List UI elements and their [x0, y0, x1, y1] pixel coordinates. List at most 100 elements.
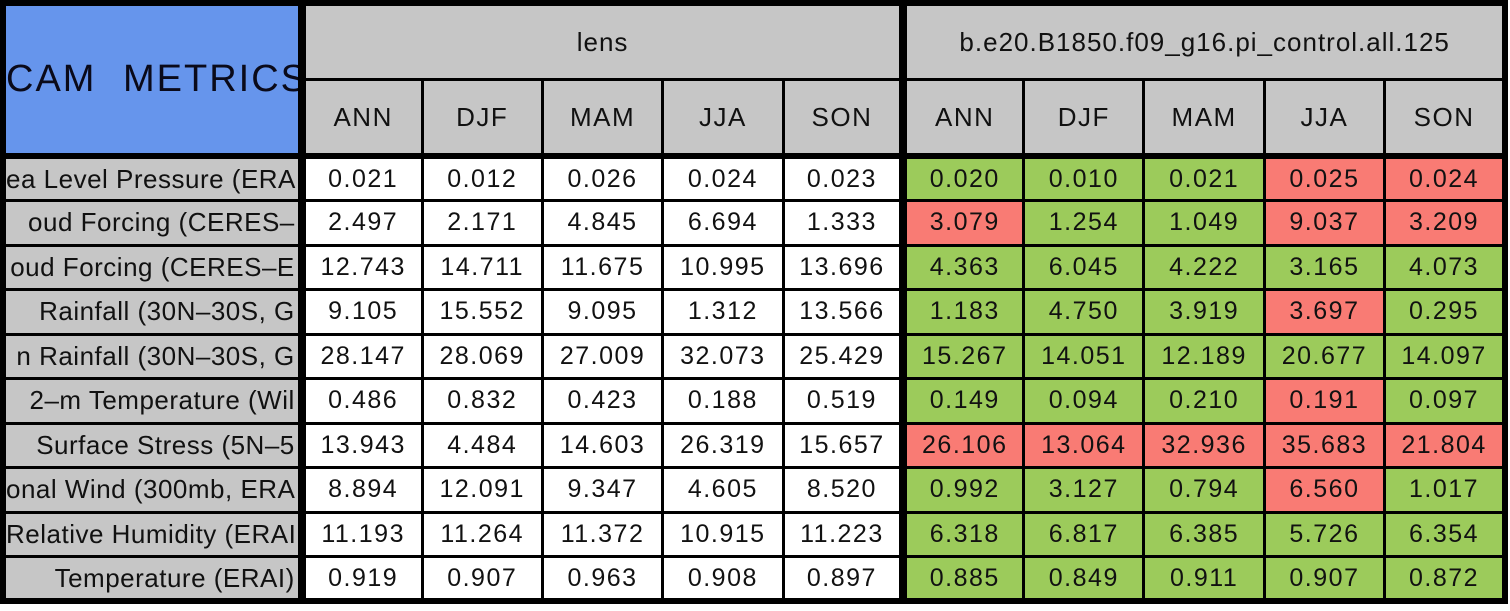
lens-value-cell: 26.319	[661, 421, 785, 469]
metric-row: Surface Stress (5N–5 13.943 4.484 14.603 26.…	[1, 421, 1507, 469]
case-value-cell-better: 0.020	[899, 154, 1026, 202]
metric-row: ea Level Pressure (ERA 0.021 0.012 0.026 0.0…	[1, 154, 1507, 202]
case-value-cell-worse: 9.037	[1262, 199, 1387, 247]
case-value-cell-better: 0.094	[1022, 377, 1146, 425]
lens-value-cell: 9.095	[540, 288, 665, 336]
lens-value-cell: 4.845	[540, 199, 665, 247]
season-header-case-son: SON	[1383, 78, 1507, 159]
case-value-cell-better: 20.677	[1262, 332, 1387, 380]
metric-row: oud Forcing (CERES– 2.497 2.171 4.845 6.694 1…	[1, 199, 1507, 247]
lens-value-cell: 11.675	[540, 243, 665, 291]
metric-row: n Rainfall (30N–30S, G 28.147 28.069 27.009…	[1, 332, 1507, 380]
lens-value-cell: 4.605	[661, 466, 785, 514]
case-value-cell-better: 0.295	[1383, 288, 1507, 336]
group-header-case: b.e20.B1850.f09_g16.pi_control.all.125	[899, 1, 1507, 81]
case-value-cell-worse: 35.683	[1262, 421, 1387, 469]
case-value-cell-worse: 0.024	[1383, 154, 1507, 202]
lens-value-cell: 4.484	[420, 421, 544, 469]
case-value-cell-better: 6.045	[1022, 243, 1146, 291]
lens-value-cell: 0.963	[540, 555, 665, 603]
lens-value-cell: 1.333	[781, 199, 905, 247]
metric-row-label: Temperature (ERAI)	[1, 555, 304, 603]
case-value-cell-better: 0.210	[1142, 377, 1266, 425]
lens-value-cell: 13.566	[781, 288, 905, 336]
case-value-cell-better: 1.183	[899, 288, 1026, 336]
case-value-cell-better: 4.073	[1383, 243, 1507, 291]
lens-value-cell: 14.603	[540, 421, 665, 469]
case-value-cell-worse: 13.064	[1022, 421, 1146, 469]
case-value-cell-worse: 0.191	[1262, 377, 1387, 425]
lens-value-cell: 11.264	[420, 510, 544, 558]
case-value-cell-better: 0.010	[1022, 154, 1146, 202]
lens-value-cell: 0.023	[781, 154, 905, 202]
lens-value-cell: 28.069	[420, 332, 544, 380]
case-value-cell-better: 3.165	[1262, 243, 1387, 291]
lens-value-cell: 13.696	[781, 243, 905, 291]
case-value-cell-better: 3.127	[1022, 466, 1146, 514]
case-value-cell-better: 4.222	[1142, 243, 1266, 291]
case-value-cell-better: 14.097	[1383, 332, 1507, 380]
lens-value-cell: 8.520	[781, 466, 905, 514]
season-header-case-djf: DJF	[1022, 78, 1146, 159]
case-value-cell-better: 6.318	[899, 510, 1026, 558]
metric-row: Rainfall (30N–30S, G 9.105 15.552 9.095 1.31…	[1, 288, 1507, 336]
case-value-cell-better: 5.726	[1262, 510, 1387, 558]
case-value-cell-better: 0.849	[1022, 555, 1146, 603]
case-value-cell-better: 0.907	[1262, 555, 1387, 603]
lens-value-cell: 2.171	[420, 199, 544, 247]
metric-row-label: Surface Stress (5N–5	[1, 421, 304, 469]
metric-row-label: Rainfall (30N–30S, G	[1, 288, 304, 336]
lens-value-cell: 2.497	[297, 199, 424, 247]
lens-value-cell: 13.943	[297, 421, 424, 469]
season-header-lens-djf: DJF	[420, 78, 544, 159]
case-value-cell-better: 12.189	[1142, 332, 1266, 380]
case-value-cell-better: 4.750	[1022, 288, 1146, 336]
lens-value-cell: 27.009	[540, 332, 665, 380]
lens-value-cell: 0.024	[661, 154, 785, 202]
case-value-cell-better: 3.919	[1142, 288, 1266, 336]
case-value-cell-better: 0.021	[1142, 154, 1266, 202]
lens-value-cell: 0.519	[781, 377, 905, 425]
lens-value-cell: 0.423	[540, 377, 665, 425]
season-header-lens-jja: JJA	[661, 78, 785, 159]
lens-value-cell: 0.832	[420, 377, 544, 425]
metric-row-label: 2–m Temperature (Wil	[1, 377, 304, 425]
lens-value-cell: 28.147	[297, 332, 424, 380]
lens-value-cell: 1.312	[661, 288, 785, 336]
lens-value-cell: 0.908	[661, 555, 785, 603]
case-value-cell-better: 0.794	[1142, 466, 1266, 514]
season-header-row: ANN DJF MAM JJA SON ANN DJF MAM JJA SON	[3, 78, 1507, 159]
table-title: CAM METRICS	[1, 1, 304, 159]
lens-value-cell: 6.694	[661, 199, 785, 247]
season-header-lens-son: SON	[781, 78, 905, 159]
case-value-cell-better: 0.872	[1383, 555, 1507, 603]
lens-value-cell: 9.105	[297, 288, 424, 336]
lens-value-cell: 0.919	[297, 555, 424, 603]
lens-value-cell: 0.188	[661, 377, 785, 425]
case-value-cell-better: 0.149	[899, 377, 1026, 425]
season-header-lens-mam: MAM	[540, 78, 665, 159]
lens-value-cell: 15.552	[420, 288, 544, 336]
case-value-cell-worse: 6.560	[1262, 466, 1387, 514]
case-value-cell-worse: 3.697	[1262, 288, 1387, 336]
case-value-cell-better: 0.097	[1383, 377, 1507, 425]
case-value-cell-better: 1.017	[1383, 466, 1507, 514]
case-value-cell-better: 0.911	[1142, 555, 1266, 603]
metric-row: Relative Humidity (ERAI 11.193 11.264 11.37…	[1, 510, 1507, 558]
case-value-cell-worse: 3.079	[899, 199, 1026, 247]
metric-row: 2–m Temperature (Wil 0.486 0.832 0.423 0.188…	[1, 377, 1507, 425]
metric-row: Temperature (ERAI) 0.919 0.907 0.963 0.908 0.…	[1, 555, 1507, 603]
metric-row-label: oud Forcing (CERES–	[1, 199, 304, 247]
case-value-cell-worse: 32.936	[1142, 421, 1266, 469]
lens-value-cell: 0.021	[297, 154, 424, 202]
season-header-case-jja: JJA	[1262, 78, 1387, 159]
lens-value-cell: 0.026	[540, 154, 665, 202]
case-value-cell-better: 6.354	[1383, 510, 1507, 558]
lens-value-cell: 0.907	[420, 555, 544, 603]
case-value-cell-worse: 26.106	[899, 421, 1026, 469]
lens-value-cell: 8.894	[297, 466, 424, 514]
metric-row: onal Wind (300mb, ERA 8.894 12.091 9.347 4.6…	[1, 466, 1507, 514]
lens-value-cell: 11.223	[781, 510, 905, 558]
lens-value-cell: 14.711	[420, 243, 544, 291]
